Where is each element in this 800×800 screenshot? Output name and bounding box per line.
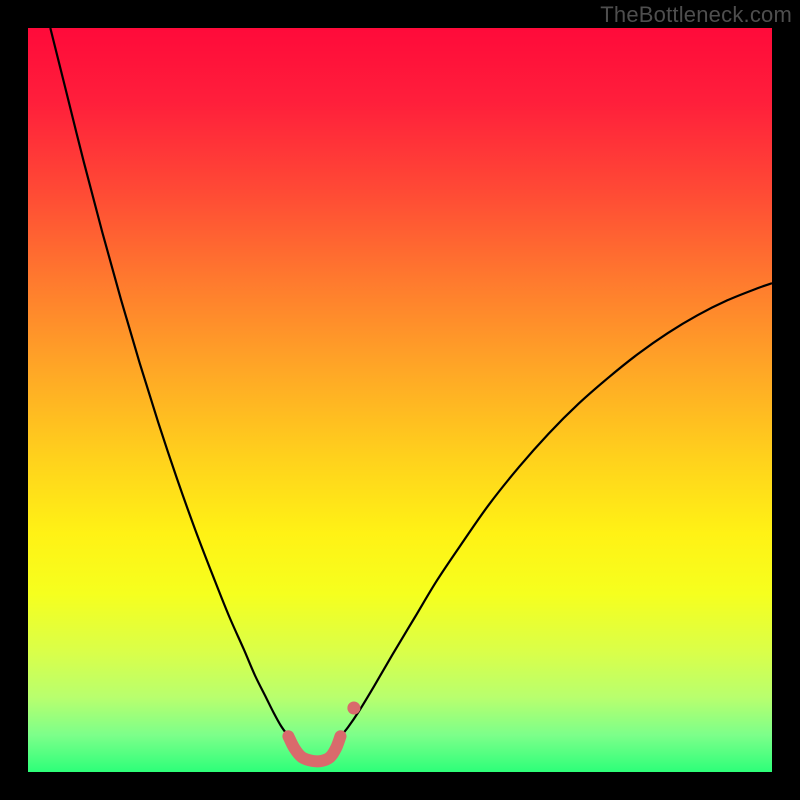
plot-area bbox=[28, 28, 772, 772]
bottleneck-chart bbox=[0, 0, 800, 800]
watermark-text: TheBottleneck.com bbox=[600, 2, 792, 28]
highlight-dot bbox=[347, 702, 360, 715]
